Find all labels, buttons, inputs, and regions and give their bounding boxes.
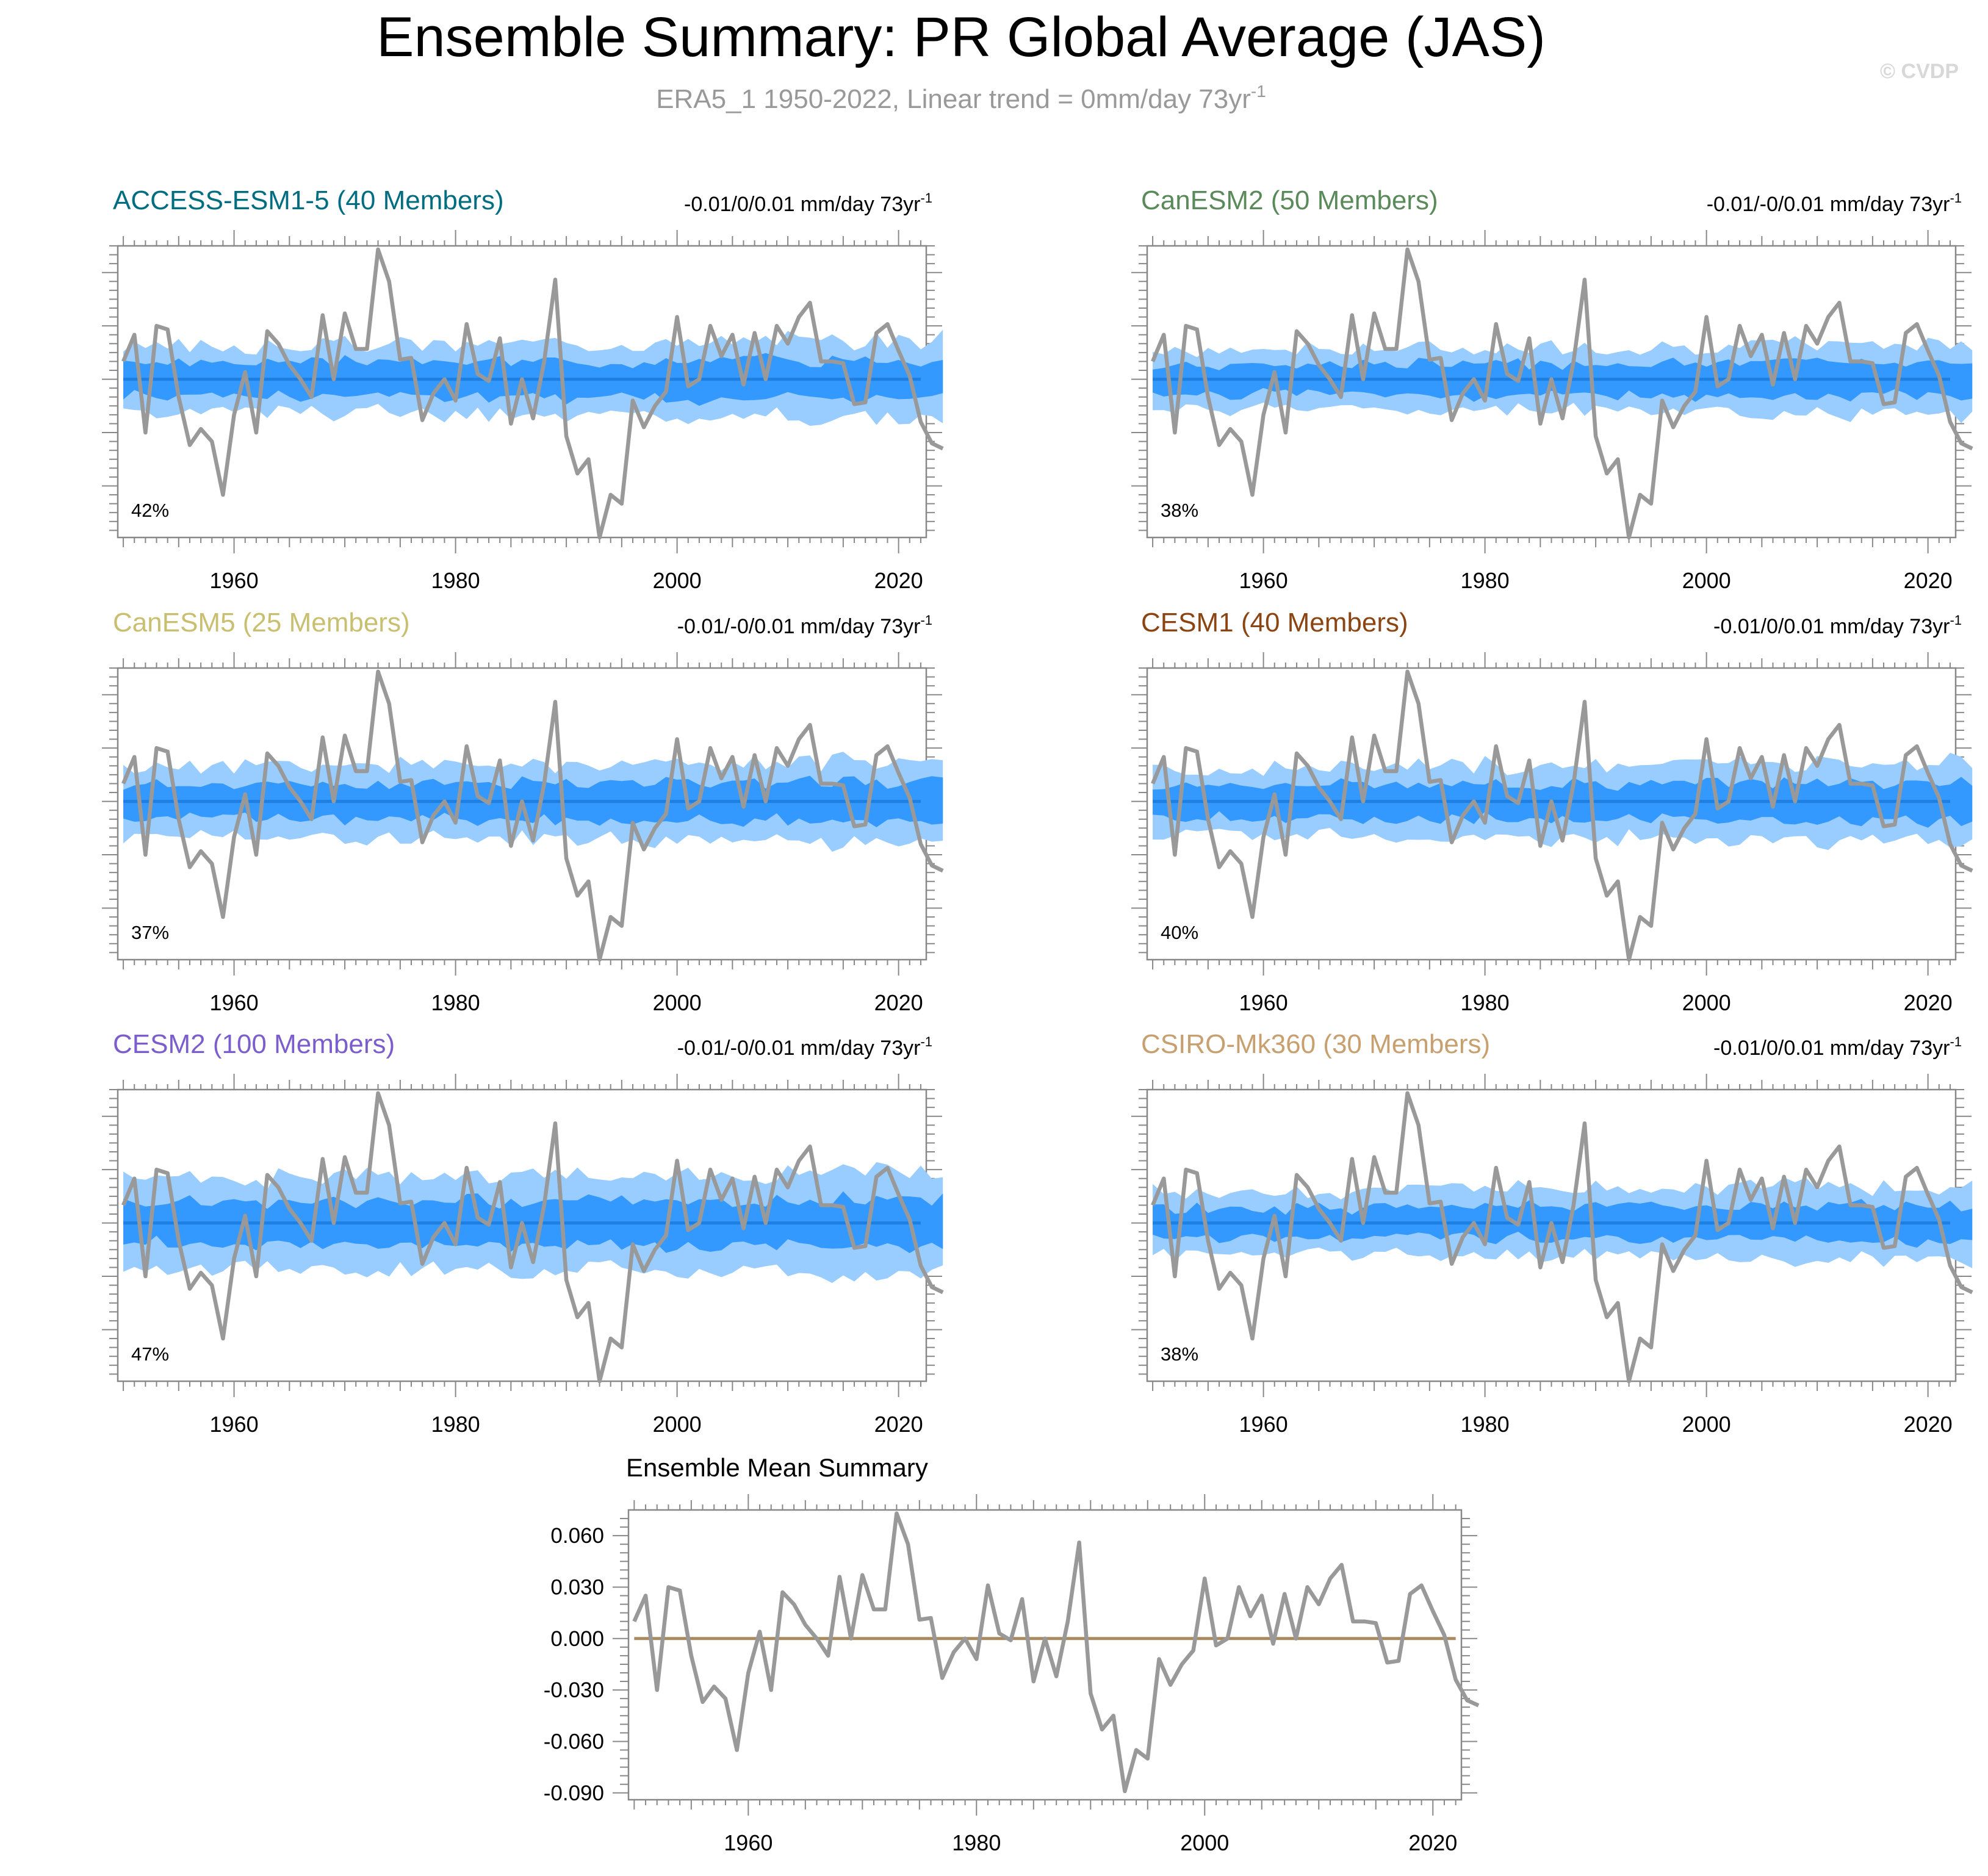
observations-line: [121, 247, 944, 540]
model-trend-range: -0.01/-0/0.01 mm/day 73yr-1: [677, 1034, 932, 1060]
model-trend-text: -0.01/-0/0.01 mm/day 73yr: [677, 615, 921, 638]
model-percent: 47%: [131, 1343, 169, 1365]
model-trend-sup: -1: [1950, 190, 1962, 206]
model-percent: 40%: [1161, 922, 1198, 943]
figure-subtitle-sup: -1: [1251, 82, 1266, 101]
y-tick-label: -0.090: [544, 1781, 604, 1805]
figure-subtitle: ERA5_1 1950-2022, Linear trend = 0mm/day…: [656, 82, 1266, 114]
x-tick-label: 2020: [1904, 990, 1953, 1015]
model-trend-range: -0.01/-0/0.01 mm/day 73yr-1: [677, 613, 932, 638]
observations-line: [1151, 1091, 1973, 1384]
x-tick-label: 1980: [431, 990, 480, 1015]
model-title: CSIRO-Mk360 (30 Members): [1141, 1029, 1490, 1059]
x-tick-label: 1960: [210, 1412, 259, 1437]
x-tick-label: 1980: [431, 1412, 480, 1437]
model-title: CESM1 (40 Members): [1141, 608, 1408, 638]
y-tick-label: -0.030: [544, 1678, 604, 1702]
model-trend-sup: -1: [920, 613, 932, 628]
observations-line: [121, 669, 944, 962]
x-tick-label: 2020: [874, 990, 923, 1015]
ensemble-mean-summary-panel: Ensemble Mean Summary 0.060 0.030 0.000 -0.0…: [544, 1453, 1480, 1855]
y-tick-label: -0.060: [544, 1730, 604, 1753]
model-percent: 38%: [1161, 500, 1198, 521]
x-tick-label: 2000: [1682, 568, 1731, 593]
x-tick-label: 1980: [1461, 990, 1510, 1015]
model-trend-text: -0.01/-0/0.01 mm/day 73yr: [1707, 193, 1950, 216]
y-tick-label: 0.000: [550, 1627, 604, 1651]
model-panels: ACCESS-ESM1-5 (40 Members) -0.01/0/0.01 m…: [102, 185, 1973, 1437]
x-tick-label: 1960: [1239, 990, 1288, 1015]
model-title: CanESM2 (50 Members): [1141, 185, 1438, 215]
y-tick-label: 0.030: [550, 1575, 604, 1599]
x-tick-label: 1960: [210, 990, 259, 1015]
model-panel: CSIRO-Mk360 (30 Members) -0.01/0/0.01 mm/…: [1131, 1029, 1973, 1437]
x-tick-label: 1960: [1239, 1412, 1288, 1437]
model-panel: ACCESS-ESM1-5 (40 Members) -0.01/0/0.01 m…: [102, 185, 944, 593]
x-tick-label: 2020: [1408, 1830, 1457, 1855]
x-tick-label: 2000: [1682, 1412, 1731, 1437]
model-trend-sup: -1: [1950, 613, 1962, 628]
model-trend-sup: -1: [1950, 1034, 1962, 1049]
model-trend-range: -0.01/0/0.01 mm/day 73yr-1: [684, 190, 932, 216]
x-tick-label: 2000: [1682, 990, 1731, 1015]
model-trend-sup: -1: [920, 190, 932, 206]
observations-line: [1151, 669, 1973, 962]
model-trend-sup: -1: [920, 1034, 932, 1049]
x-tick-label: 1960: [724, 1830, 773, 1855]
observations-line: [121, 1091, 944, 1384]
x-tick-label: 1980: [431, 568, 480, 593]
x-tick-label: 2020: [1904, 1412, 1953, 1437]
model-trend-range: -0.01/0/0.01 mm/day 73yr-1: [1713, 1034, 1962, 1060]
model-trend-text: -0.01/-0/0.01 mm/day 73yr: [677, 1037, 921, 1060]
x-tick-label: 2000: [653, 1412, 702, 1437]
model-panel: CESM1 (40 Members) -0.01/0/0.01 mm/day 73…: [1131, 608, 1973, 1015]
model-panel: CanESM2 (50 Members) -0.01/-0/0.01 mm/day…: [1131, 185, 1973, 593]
figure-title: Ensemble Summary: PR Global Average (JAS…: [376, 6, 1546, 68]
model-percent: 42%: [131, 500, 169, 521]
observations-line: [632, 1511, 1480, 1794]
model-title: CESM2 (100 Members): [113, 1029, 395, 1059]
cvdp-watermark: © CVDP: [1880, 60, 1959, 83]
model-panel: CESM2 (100 Members) -0.01/-0/0.01 mm/day …: [102, 1029, 944, 1437]
model-trend-text: -0.01/0/0.01 mm/day 73yr: [1713, 1037, 1950, 1060]
figure-subtitle-text: ERA5_1 1950-2022, Linear trend = 0mm/day…: [656, 84, 1251, 114]
x-tick-label: 2020: [1904, 568, 1953, 593]
x-tick-label: 2000: [653, 568, 702, 593]
x-tick-label: 2020: [874, 568, 923, 593]
summary-title: Ensemble Mean Summary: [626, 1453, 928, 1482]
model-trend-range: -0.01/-0/0.01 mm/day 73yr-1: [1707, 190, 1962, 216]
model-percent: 38%: [1161, 1343, 1198, 1365]
x-tick-label: 2020: [874, 1412, 923, 1437]
x-tick-label: 1980: [1461, 568, 1510, 593]
x-tick-label: 1980: [952, 1830, 1001, 1855]
model-title: ACCESS-ESM1-5 (40 Members): [113, 185, 504, 215]
model-title: CanESM5 (25 Members): [113, 608, 410, 638]
x-tick-label: 1960: [210, 568, 259, 593]
y-tick-label: 0.060: [550, 1524, 604, 1548]
x-tick-label: 1980: [1461, 1412, 1510, 1437]
x-tick-label: 2000: [1180, 1830, 1229, 1855]
x-tick-label: 2000: [653, 990, 702, 1015]
model-panel: CanESM5 (25 Members) -0.01/-0/0.01 mm/day…: [102, 608, 944, 1015]
model-trend-text: -0.01/0/0.01 mm/day 73yr: [1713, 615, 1950, 638]
observations-line: [1151, 247, 1973, 540]
x-tick-label: 1960: [1239, 568, 1288, 593]
model-trend-text: -0.01/0/0.01 mm/day 73yr: [684, 193, 920, 216]
model-trend-range: -0.01/0/0.01 mm/day 73yr-1: [1713, 613, 1962, 638]
model-percent: 37%: [131, 922, 169, 943]
